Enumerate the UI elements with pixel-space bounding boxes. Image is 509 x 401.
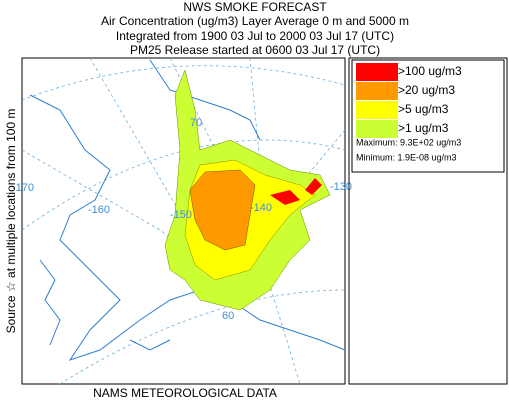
legend-minimum: Minimum: 1.9E-08 ug/m3 <box>356 152 457 162</box>
smoke-plume <box>164 69 331 311</box>
subtitle: Integrated from 1900 03 Jul to 2000 03 J… <box>116 29 394 43</box>
legend-swatch <box>356 82 398 100</box>
title: NWS SMOKE FORECAST <box>183 0 327 14</box>
legend-swatch <box>356 120 398 138</box>
subtitle: PM25 Release started at 0600 03 Jul 17 (… <box>130 43 380 57</box>
map-label: -160 <box>88 204 110 216</box>
legend: Maximum: 9.3E+02 ug/m3 Minimum: 1.9E-08 … <box>348 57 508 385</box>
map-label: -130 <box>330 181 352 193</box>
map-label: -140 <box>250 202 272 214</box>
map-label: 70 <box>190 117 202 129</box>
subtitle: Air Concentration (ug/m3) Layer Average … <box>101 14 409 28</box>
legend-label: >20 ug/m3 <box>398 83 455 97</box>
side-label: Source ☆ at multiple locations from 100 … <box>4 109 18 334</box>
map-label: -170 <box>12 182 34 194</box>
legend-box <box>351 59 505 173</box>
legend-label: >100 ug/m3 <box>398 64 462 78</box>
map-label: 60 <box>222 310 234 322</box>
legend-label: >1 ug/m3 <box>398 121 449 135</box>
map: -170 -160 -150 -140 -130 70 60 <box>12 57 352 385</box>
map-label: -150 <box>170 209 192 221</box>
legend-label: >5 ug/m3 <box>398 102 449 116</box>
coastline <box>29 59 346 361</box>
legend-maximum: Maximum: 9.3E+02 ug/m3 <box>356 137 461 147</box>
legend-panel <box>348 57 508 385</box>
footer: NAMS METEOROLOGICAL DATA <box>93 386 277 400</box>
legend-swatch <box>356 63 398 81</box>
legend-swatch <box>356 101 398 119</box>
